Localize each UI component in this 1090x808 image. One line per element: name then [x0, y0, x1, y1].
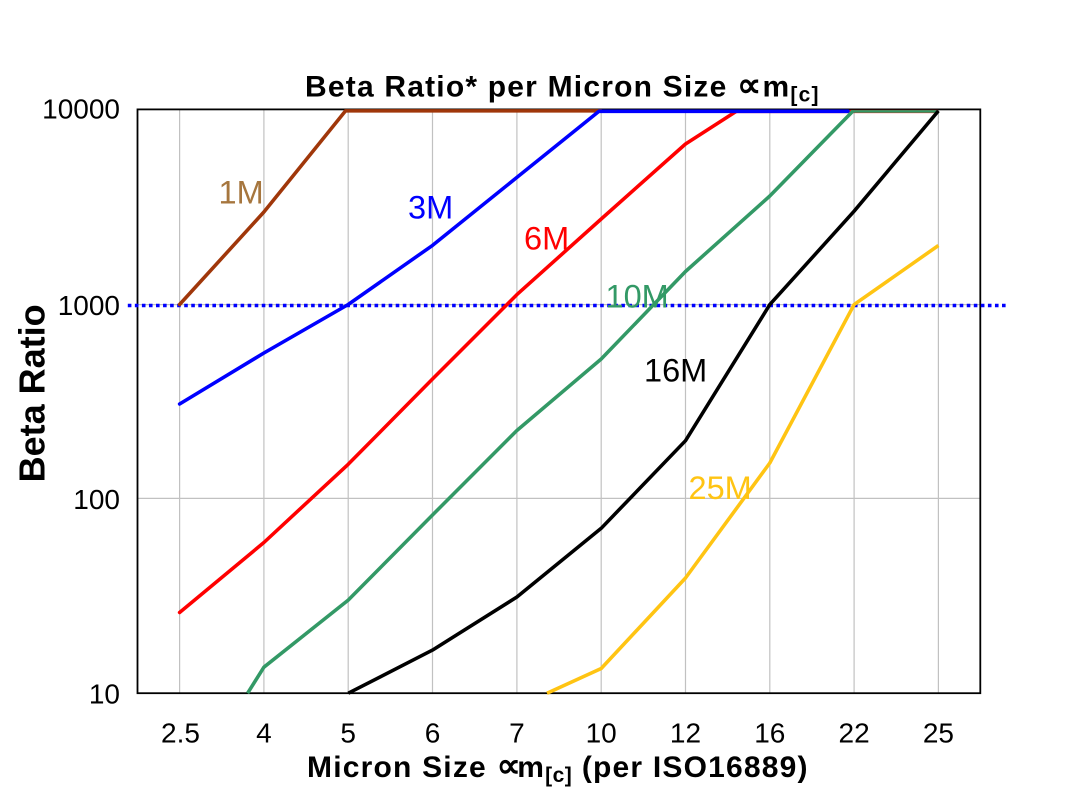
- svg-text:16M: 16M: [644, 353, 707, 389]
- svg-text:10M: 10M: [606, 279, 669, 315]
- svg-text:6M: 6M: [524, 221, 569, 257]
- svg-text:25M: 25M: [689, 470, 752, 506]
- svg-text:10: 10: [586, 718, 617, 749]
- svg-text:3M: 3M: [408, 190, 453, 226]
- svg-text:5: 5: [340, 718, 356, 749]
- svg-text:2.5: 2.5: [161, 718, 200, 749]
- svg-text:10: 10: [89, 679, 120, 710]
- svg-text:7: 7: [509, 718, 525, 749]
- svg-text:16: 16: [754, 718, 785, 749]
- svg-text:6: 6: [425, 718, 441, 749]
- svg-text:1M: 1M: [219, 175, 264, 211]
- svg-text:Micron Size ∝m[c] (per ISO1688: Micron Size ∝m[c] (per ISO16889): [307, 747, 809, 787]
- svg-text:12: 12: [670, 718, 701, 749]
- svg-text:1000: 1000: [58, 290, 120, 321]
- svg-text:25: 25: [923, 718, 954, 749]
- svg-text:100: 100: [73, 484, 120, 515]
- svg-text:10000: 10000: [42, 94, 120, 125]
- svg-text:22: 22: [839, 718, 870, 749]
- svg-text:4: 4: [256, 718, 272, 749]
- svg-text:Beta Ratio: Beta Ratio: [12, 304, 53, 482]
- svg-text:Beta Ratio* per Micron Size ∝m: Beta Ratio* per Micron Size ∝m[c]: [305, 67, 820, 107]
